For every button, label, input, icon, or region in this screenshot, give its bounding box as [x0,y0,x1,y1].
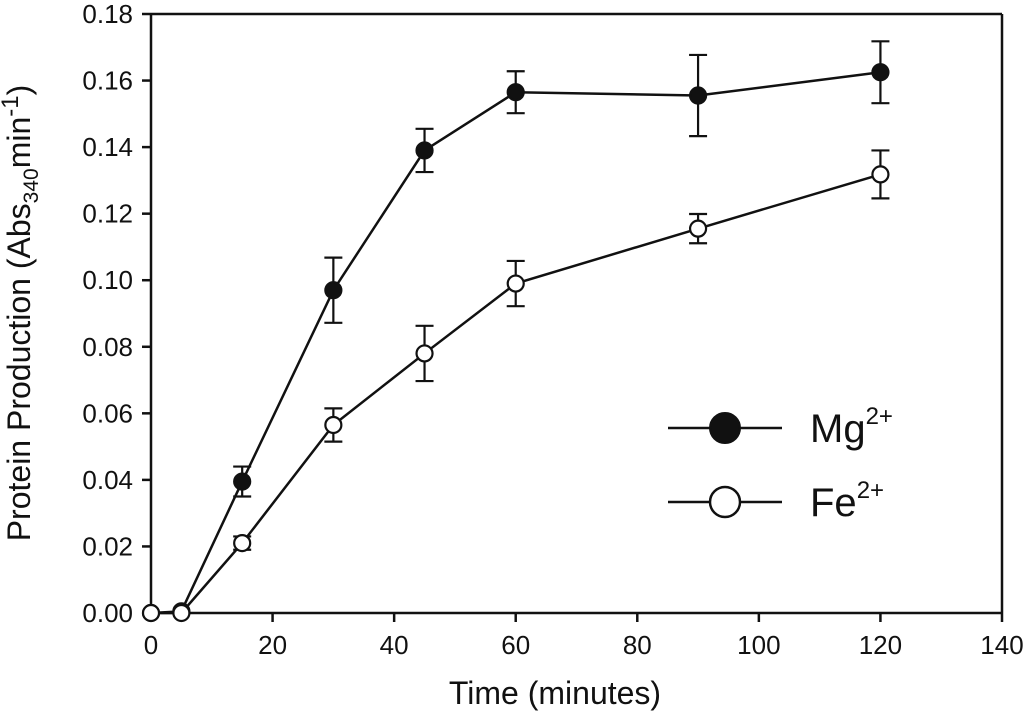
y-tick-label: 0.10 [82,265,133,295]
series-line-fe [151,173,881,615]
x-tick-label: 80 [623,630,652,660]
legend-marker-mg [709,412,741,444]
data-point-mg [233,472,252,491]
legend-marker-fe [708,485,742,519]
data-point-mg [871,63,890,82]
series-line-mg [150,70,881,615]
y-axis-title-subscript: 340 [20,168,43,203]
y-tick-label: 0.00 [82,598,133,628]
x-tick-label: 0 [144,630,158,660]
data-point-mg [688,86,708,105]
x-tick-label: 60 [501,630,530,660]
legend-label-mg: Mg2+ [810,403,893,451]
y-ticks: 0.00 0.02 0.04 0.06 0.08 0.10 0.12 0.14 0.16 0.18 [82,0,151,628]
data-point-mg [506,83,525,102]
x-ticks: 0 20 40 60 80 100 120 140 [144,613,1024,660]
data-point-mg [415,141,434,160]
axes [149,12,1004,615]
legend-label-fe-text: Fe [810,481,857,525]
data-point-fe [415,344,434,363]
x-tick-label: 20 [258,630,287,660]
legend-label-fe: Fe2+ [810,477,884,525]
data-point-fe [141,603,161,623]
data-point-fe [172,603,191,623]
x-tick-label: 120 [859,630,902,660]
series-mg [141,40,890,623]
y-tick-label: 0.06 [82,398,133,428]
y-tick-label: 0.08 [82,332,133,362]
x-tick-label: 100 [737,630,780,660]
legend-entry-mg: Mg2+ [668,403,893,451]
x-axis-title: Time (minutes) [449,675,661,711]
series-layer [141,40,890,623]
y-tick-label: 0.18 [82,0,133,29]
x-tick-label: 40 [380,630,409,660]
series-fe [141,149,890,623]
data-point-fe [506,274,525,293]
data-point-fe [688,219,708,238]
y-axis-title-unit: min [1,117,37,169]
legend-entry-fe: Fe2+ [668,477,884,525]
y-tick-label: 0.02 [82,531,133,561]
legend-label-mg-text: Mg [810,407,866,451]
legend-label-fe-sup: 2+ [857,477,884,504]
data-point-fe [871,165,890,184]
y-tick-label: 0.12 [82,199,133,229]
y-axis-title-close: ) [1,85,37,96]
y-axis-title-main: Protein Production (Abs [1,203,37,541]
legend-label-mg-sup: 2+ [866,403,893,430]
y-tick-label: 0.16 [82,66,133,96]
legend: Mg2+ Fe2+ [668,403,893,525]
y-tick-label: 0.04 [82,465,133,495]
data-point-fe [233,534,252,553]
x-tick-label: 140 [980,630,1023,660]
data-point-mg [324,281,343,300]
y-axis-title-superscript: -1 [0,95,24,116]
y-tick-label: 0.14 [82,132,133,162]
y-axis-title: Protein Production (Abs340min-1) [0,85,43,542]
data-point-fe [324,415,343,435]
